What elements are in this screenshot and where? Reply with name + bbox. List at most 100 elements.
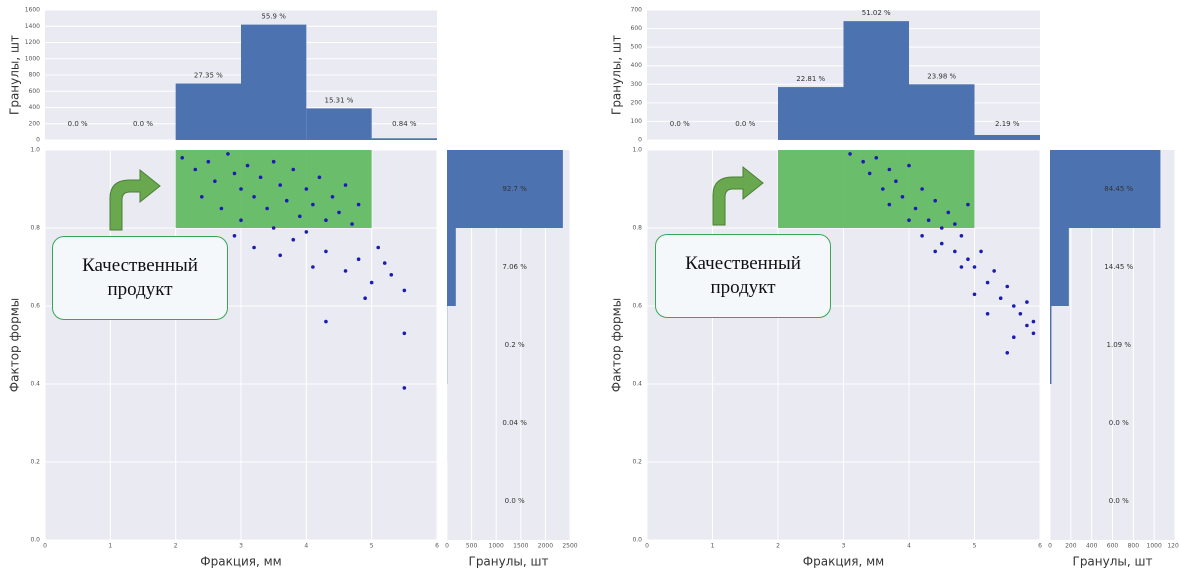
point [992, 269, 996, 273]
point [907, 163, 911, 168]
x-tick-label: 0 [1048, 543, 1052, 550]
x-tick-label: 600 [1107, 543, 1119, 550]
y-tick-label: 400 [29, 104, 41, 111]
highlight-region [778, 150, 975, 228]
y-tick-label: 200 [29, 120, 41, 127]
point [330, 195, 335, 199]
point [985, 280, 990, 285]
point [219, 206, 224, 211]
x-axis-label: Фракция, мм [200, 555, 281, 569]
y-tick-label: 0.8 [632, 225, 642, 232]
value-label: 0.0 % [735, 120, 755, 128]
bar [1050, 306, 1052, 384]
point [311, 265, 315, 269]
point [972, 292, 977, 297]
y-tick-label: 0 [638, 137, 642, 144]
point [933, 249, 937, 254]
point [913, 206, 918, 211]
bar [843, 21, 909, 141]
y-tick-label: 500 [631, 44, 643, 51]
y-tick-label: 300 [631, 81, 643, 88]
y-tick-label: 0.4 [30, 381, 40, 388]
annotation: Качественный продукт [655, 234, 831, 318]
point [1031, 331, 1036, 336]
value-label: 7.06 % [502, 263, 527, 271]
y-tick-label: 1200 [25, 39, 40, 46]
x-tick-label: 800 [1128, 543, 1140, 550]
y-tick-label: 0.6 [632, 303, 642, 310]
point [271, 159, 276, 164]
point [376, 245, 381, 250]
point [213, 179, 217, 183]
value-label: 55.9 % [261, 13, 286, 21]
point [324, 218, 328, 222]
point [953, 222, 957, 226]
value-label: 0.0 % [1109, 497, 1129, 505]
value-label: 51.02 % [862, 9, 891, 17]
y-tick-label: 0.0 [632, 537, 642, 544]
point [946, 210, 951, 215]
y-tick-label: 1000 [25, 55, 40, 62]
x-tick-label: 0 [43, 543, 47, 550]
point [291, 167, 296, 172]
y-tick-label: 0.0 [30, 537, 40, 544]
y-axis-label: Фактор формы [8, 298, 22, 392]
point [389, 273, 394, 277]
x-tick-label: 2000 [538, 543, 553, 550]
point [252, 245, 256, 250]
point [985, 312, 990, 316]
arrow [109, 168, 161, 231]
value-label: 0.0 % [670, 120, 690, 128]
y-tick-label: 0.6 [30, 303, 40, 310]
y-tick-label: 1.0 [30, 147, 40, 154]
point [959, 234, 964, 238]
bar [371, 138, 437, 140]
point [369, 280, 374, 285]
y-tick-label: 0.2 [632, 459, 642, 466]
point [239, 218, 243, 222]
point [1005, 284, 1010, 289]
y-tick-label: 700 [631, 7, 643, 14]
x-tick-label: 5 [973, 543, 977, 550]
value-label: 23.98 % [927, 72, 956, 80]
point [874, 156, 879, 160]
x-tick-label: 1 [711, 543, 715, 550]
x-tick-label: 2 [174, 543, 178, 550]
point [343, 183, 348, 187]
value-label: 0.0 % [133, 120, 153, 128]
point [402, 331, 407, 336]
value-label: 0.0 % [1109, 419, 1129, 427]
x-tick-label: 2500 [562, 543, 577, 550]
point [311, 202, 315, 207]
x-tick-label: 5 [370, 543, 374, 550]
x-tick-label: 1000 [1147, 543, 1162, 550]
point [350, 222, 354, 226]
point [232, 234, 237, 238]
y-tick-label: 600 [631, 25, 643, 32]
point [894, 179, 898, 183]
point [180, 156, 184, 160]
point [252, 195, 256, 199]
bar [306, 108, 372, 140]
y-tick-label: 0 [36, 137, 40, 144]
value-label: 0.04 % [502, 419, 527, 427]
arrow [712, 165, 764, 226]
x-axis-label: Гранулы, шт [469, 555, 549, 569]
y-axis-label: Фактор формы [610, 298, 624, 392]
y-tick-label: 0.8 [30, 225, 40, 232]
point [343, 269, 348, 273]
bar [974, 134, 1040, 140]
point [206, 159, 211, 164]
point [271, 226, 276, 230]
value-label: 92.7 % [502, 185, 527, 193]
y-tick-label: 400 [631, 62, 643, 69]
point [239, 187, 243, 191]
y-tick-label: 600 [29, 88, 41, 95]
point [324, 319, 328, 324]
point [1012, 335, 1016, 340]
bar [1050, 228, 1069, 306]
bar [447, 150, 563, 228]
point [324, 249, 328, 254]
point [1025, 323, 1029, 328]
